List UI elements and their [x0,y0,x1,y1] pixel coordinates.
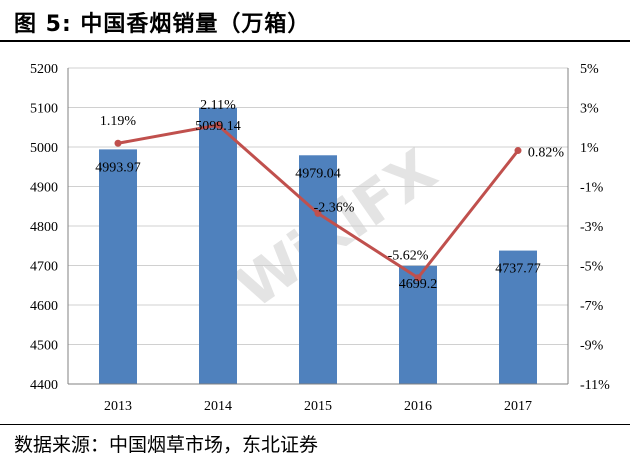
bar-value-label: 4699.2 [399,277,438,292]
y-right-tick-label: -1% [580,181,604,196]
y-left-tick-label: 4500 [30,339,58,354]
y-left-tick-label: 5200 [30,62,58,77]
y-left-tick-label: 5000 [30,141,58,156]
y-left-tick-label: 4800 [30,220,58,235]
y-right-tick-label: -11% [580,378,610,393]
y-right-tick-label: -5% [580,260,604,275]
growth-point-2015 [314,209,322,217]
y-right-tick-label: 1% [580,141,599,156]
growth-value-label: -2.36% [314,200,355,215]
data-labels: 4993.97 5099.14 4979.04 4699.2 4737.77 1.19% 2… [95,98,564,292]
y-right-tick-label: 5% [580,62,599,77]
y-left-tick-label: 4600 [30,299,58,314]
growth-value-label: 1.19% [100,114,137,129]
y-right-tick-label: -7% [580,299,604,314]
bar-value-label: 4993.97 [95,160,141,175]
y-left-tick-label: 4700 [30,260,58,275]
y-right-tick-label: 3% [580,102,599,117]
growth-point-2013 [114,139,122,147]
x-tick-label: 2017 [504,399,532,414]
chart-canvas: WikiFX 440045004600470048004900500051005… [30,62,610,414]
source-note: 数据来源：中国烟草市场，东北证券 [14,434,319,456]
growth-point-2017 [514,147,522,155]
y-left-tick-label: 4900 [30,181,58,196]
footer-rule [0,424,630,425]
bar-value-label: 5099.14 [195,119,241,134]
growth-value-label: 0.82% [528,146,565,161]
growth-point-2016 [414,274,422,282]
bar-2015 [299,155,337,384]
title-rule [0,40,630,42]
bar-2016 [399,265,437,384]
growth-line-series [114,121,522,282]
y-right-tick-label: -9% [580,339,604,354]
y-left-tick-label: 5100 [30,102,58,117]
growth-point-2014 [214,121,222,129]
bar-series [99,107,537,385]
bar-2017 [499,250,537,384]
bar-2013 [99,149,137,384]
y-left-tick-label: 4400 [30,378,58,393]
growth-value-label: -5.62% [388,249,429,264]
chart-title: 图 5: 中国香烟销量（万箱） [14,12,311,37]
bar-value-label: 4979.04 [295,166,341,181]
x-tick-label: 2015 [304,399,332,414]
bar-2014 [199,107,237,385]
x-tick-label: 2014 [204,399,232,414]
growth-value-label: 2.11% [200,98,236,113]
x-tick-label: 2013 [104,399,132,414]
axes: 4400 4500 4600 4700 4800 4900 5000 5100 5200 -11%… [30,62,610,414]
bar-value-label: 4737.77 [495,262,541,277]
y-right-tick-label: -3% [580,220,604,235]
x-tick-label: 2016 [404,399,432,414]
